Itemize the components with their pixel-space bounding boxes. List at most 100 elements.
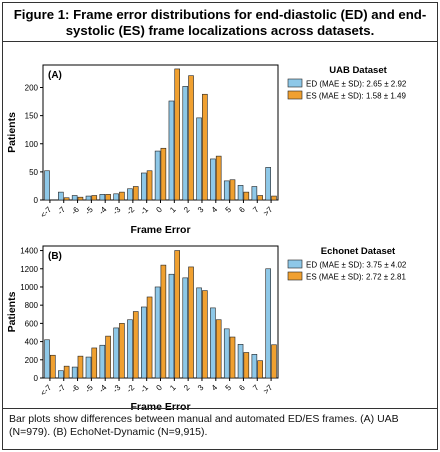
panel-b: 0 200 400 600 800 1000 1200 1400 <-7 -7 -6 -5 -4 -3 -2… <box>3 241 437 416</box>
bar-ed <box>141 172 147 201</box>
legend-title: UAB Dataset <box>329 65 387 76</box>
y-tick-label: 400 <box>25 338 39 347</box>
y-tick-label: 1200 <box>20 265 38 274</box>
x-tick-label: 2 <box>182 383 192 393</box>
bar-ed <box>265 268 271 379</box>
bar-ed <box>196 117 202 201</box>
y-tick-label: 100 <box>25 140 39 149</box>
bar-es <box>105 194 111 201</box>
bar-es <box>215 155 222 201</box>
bar-ed <box>99 194 106 201</box>
y-axis-label: Patients <box>6 291 18 332</box>
legend-swatch-ed <box>287 259 303 269</box>
bar-ed <box>210 307 216 379</box>
x-tick-label: 5 <box>224 205 234 215</box>
panel-label: (B) <box>48 251 62 262</box>
bar-es <box>215 319 222 379</box>
bar-es <box>271 195 277 201</box>
x-tick-label: -6 <box>70 383 82 395</box>
y-tick-label: 1400 <box>20 247 38 256</box>
bar-es <box>91 347 98 379</box>
bar-es <box>188 266 194 379</box>
bar-ed <box>237 344 244 379</box>
bar-es <box>119 191 125 201</box>
bar-ed <box>71 366 78 379</box>
bar-es <box>202 290 208 379</box>
bar-ed <box>99 344 106 379</box>
bar-es <box>105 335 111 379</box>
bar-es <box>146 296 153 379</box>
x-tick-label: -2 <box>125 205 137 217</box>
panel-label: (A) <box>48 70 62 81</box>
x-tick-label: 7 <box>251 383 261 393</box>
x-tick-label: 6 <box>237 383 247 393</box>
legend-entry-es: ES (MAE ± SD): 1.58 ± 1.49 <box>306 92 406 101</box>
x-tick-label: -1 <box>139 205 151 217</box>
x-tick-label: 3 <box>196 383 206 393</box>
bar-es <box>243 352 250 379</box>
y-tick-label: 150 <box>25 112 39 121</box>
x-tick-label: 6 <box>237 205 247 215</box>
figure-title: Figure 1: Frame error distributions for … <box>13 7 427 38</box>
bar-es <box>188 75 194 201</box>
legend-swatch-es <box>287 90 303 100</box>
bar-ed <box>154 150 161 201</box>
bar-ed <box>196 287 202 379</box>
plot-area <box>42 64 279 201</box>
bar-ed <box>182 86 189 201</box>
bar-ed <box>265 167 271 201</box>
bar-ed <box>223 180 230 201</box>
bar-es <box>50 354 56 379</box>
bar-es <box>63 365 70 379</box>
caption-divider <box>3 408 437 409</box>
bar-ed <box>168 273 175 379</box>
bar-es <box>119 323 125 379</box>
bar-es <box>174 68 180 201</box>
x-tick-label: 7 <box>251 205 261 215</box>
title-bar: Figure 1: Frame error distributions for … <box>3 3 437 42</box>
legend-title: Echonet Dataset <box>321 246 396 257</box>
legend-entry-ed: ED (MAE ± SD): 2.65 ± 2.92 <box>306 80 407 89</box>
panel-a: 0 50 100 150 200 <-7 -7 -6 -5 -4 -3 -2 -1 0 1 2 3 4 5 6 7 >7(… <box>3 43 437 238</box>
x-tick-label: >7 <box>262 383 275 396</box>
bar-es <box>202 93 208 201</box>
bar-ed <box>251 186 258 201</box>
bar-es <box>160 147 167 201</box>
x-tick-label: >7 <box>262 205 275 218</box>
x-tick-label: 0 <box>154 205 164 215</box>
x-tick-label: 3 <box>196 205 206 215</box>
bar-es <box>91 195 98 201</box>
x-tick-label: 4 <box>210 205 220 215</box>
x-tick-label: 1 <box>168 205 178 215</box>
bar-ed <box>85 195 92 201</box>
bar-ed <box>58 191 64 201</box>
bar-ed <box>237 185 244 201</box>
x-tick-label: -7 <box>56 383 68 395</box>
bar-es <box>77 355 84 379</box>
legend-entry-ed: ED (MAE ± SD): 3.75 ± 4.02 <box>306 261 407 270</box>
x-tick-label: 0 <box>154 383 164 393</box>
chart-b: 0 200 400 600 800 1000 1200 1400 <-7 -7 -6 -5 -4 -3 -2… <box>6 245 407 413</box>
bar-es <box>271 344 277 379</box>
bar-es <box>132 311 139 379</box>
x-tick-label: -1 <box>139 383 151 395</box>
bar-ed <box>113 193 119 201</box>
y-axis-label: Patients <box>6 112 18 153</box>
x-tick-label: -6 <box>70 205 82 217</box>
x-tick-label: 4 <box>210 383 220 393</box>
x-tick-label: <-7 <box>39 205 54 220</box>
bar-es <box>63 197 70 201</box>
bar-ed <box>154 286 161 379</box>
legend-swatch-es <box>287 271 303 281</box>
x-tick-label: <-7 <box>39 383 54 398</box>
y-tick-label: 0 <box>34 374 39 383</box>
x-tick-label: 1 <box>168 383 178 393</box>
x-tick-label: -3 <box>111 383 123 395</box>
bar-ed <box>141 306 147 379</box>
bar-es <box>77 196 84 201</box>
bar-ed <box>71 195 78 201</box>
y-tick-label: 200 <box>25 84 39 93</box>
bar-ed <box>58 370 64 379</box>
x-tick-label: -7 <box>56 205 68 217</box>
